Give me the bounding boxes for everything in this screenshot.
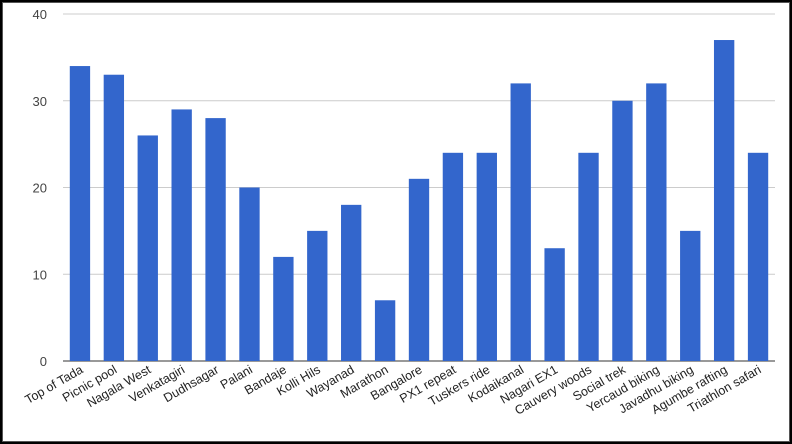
y-tick-label: 0 <box>40 354 47 369</box>
bar <box>442 152 464 361</box>
bars <box>69 40 769 362</box>
bar <box>239 187 260 361</box>
bar <box>171 109 192 361</box>
bar <box>646 83 667 362</box>
y-axis-ticks: 0 10 20 30 40 <box>33 7 47 369</box>
bar <box>205 118 226 361</box>
bar <box>374 300 396 361</box>
y-tick-label: 10 <box>33 267 47 282</box>
bar <box>476 152 497 361</box>
bar <box>69 66 91 362</box>
y-tick-label: 20 <box>33 181 47 196</box>
bar <box>544 248 565 361</box>
bar <box>341 204 362 361</box>
bar <box>578 152 599 361</box>
bar <box>273 256 294 361</box>
bar <box>510 83 531 362</box>
bar <box>103 74 125 361</box>
bar <box>137 135 158 361</box>
y-tick-label: 30 <box>33 94 47 109</box>
y-tick-label: 40 <box>33 7 47 22</box>
bar <box>612 100 633 361</box>
bar <box>713 40 735 362</box>
bar <box>747 152 769 361</box>
bar <box>408 178 430 361</box>
bar <box>680 230 701 361</box>
bar <box>307 230 328 361</box>
